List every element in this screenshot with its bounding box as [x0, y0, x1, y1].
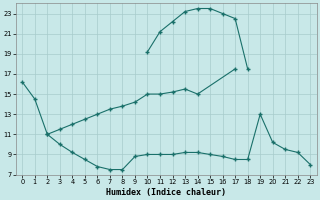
X-axis label: Humidex (Indice chaleur): Humidex (Indice chaleur)	[106, 188, 226, 197]
